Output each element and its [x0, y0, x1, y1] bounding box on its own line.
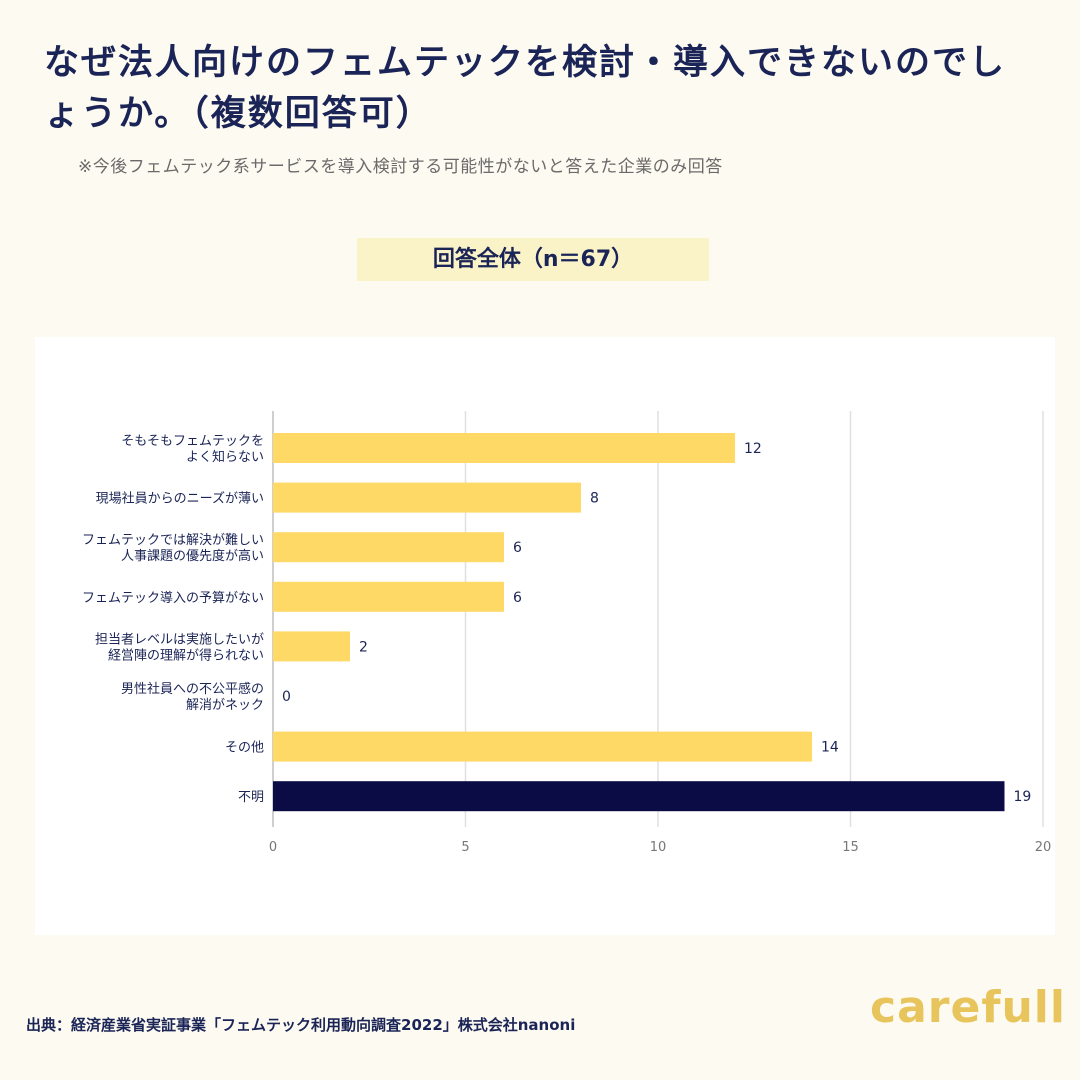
category-label: 男性社員への不公平感の解消がネック — [121, 681, 264, 713]
chart-subtitle: ※今後フェムテック系サービスを導入検討する可能性がないと答えた企業のみ回答 — [78, 157, 723, 177]
data-label: 8 — [590, 491, 599, 507]
bar — [273, 482, 581, 513]
bar — [273, 433, 735, 463]
x-tick-label: 5 — [461, 840, 469, 855]
chart-panel: 0 5 10 15 20 12 そもそもフェムテックをよく知らない 8 現場社員からのニーズが薄… — [35, 337, 1055, 935]
data-label: 14 — [821, 740, 839, 756]
x-tick-label: 15 — [842, 840, 859, 855]
category-label: その他 — [225, 741, 264, 756]
brand-logo: carefull — [870, 982, 1066, 1033]
x-tick-label: 20 — [1035, 840, 1052, 855]
bar — [273, 781, 1005, 812]
data-label: 12 — [744, 441, 762, 457]
bar — [273, 581, 504, 612]
data-label: 0 — [282, 689, 291, 705]
category-label: 担当者レベルは実施したいが経営陣の理解が得られない — [95, 631, 264, 663]
data-label: 6 — [513, 590, 522, 606]
bar — [273, 731, 812, 762]
bar — [273, 532, 504, 563]
chart-title: なぜ法人向けのフェムテックを検討・導入できないのでしょうか。（複数回答可） — [44, 43, 1007, 134]
bar-chart: 0 5 10 15 2012そもそもフェムテックをよく知らない8現場社員からのニーズが薄… — [82, 411, 1052, 855]
x-tick-label: 0 — [269, 840, 277, 855]
category-label: そもそもフェムテックをよく知らない — [121, 434, 264, 465]
source-citation: 出典：経済産業省実証事業「フェムテック利用動向調査2022」株式会社nanoni — [26, 1016, 576, 1034]
data-label: 19 — [1014, 789, 1032, 805]
bar — [273, 631, 350, 662]
category-label: 不明 — [238, 790, 264, 805]
category-label: フェムテックでは解決が難しい人事課題の優先度が高い — [82, 533, 264, 564]
x-tick-label: 10 — [650, 840, 667, 855]
data-label: 2 — [359, 639, 368, 655]
respondent-group-label: 回答全体（n＝67） — [357, 238, 709, 281]
data-label: 6 — [513, 540, 522, 556]
category-label: 現場社員からのニーズが薄い — [96, 491, 264, 507]
category-label: フェムテック導入の予算がない — [82, 591, 264, 606]
